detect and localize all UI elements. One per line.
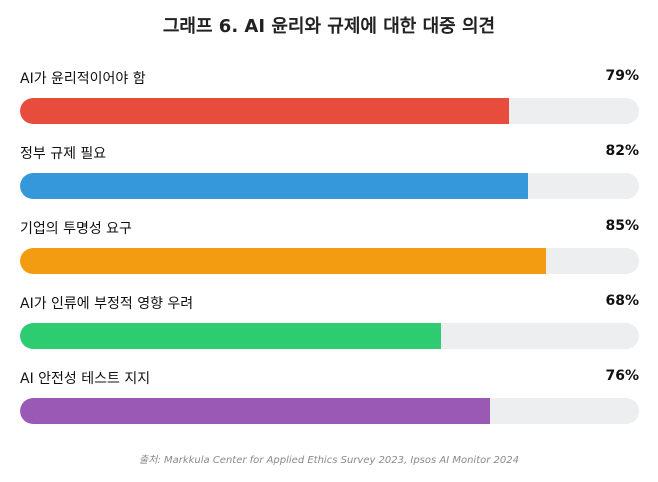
category-label: AI 안전성 테스트 지지 [20, 371, 151, 387]
chart-title: 그래프 6. AI 윤리와 규제에 대한 대중 의견 [162, 16, 496, 37]
category-label: AI가 윤리적이어야 함 [20, 71, 146, 87]
category-label: 정부 규제 필요 [20, 146, 107, 162]
bar-track [20, 323, 639, 349]
bar-row: 기업의 투명성 요구 85% [20, 218, 639, 293]
bar-row: AI가 윤리적이어야 함 79% [20, 68, 639, 143]
value-label: 79% [605, 68, 639, 84]
bar-row: AI 안전성 테스트 지지 76% [20, 368, 639, 443]
category-label: 기업의 투명성 요구 [20, 221, 132, 237]
bar-track [20, 98, 639, 124]
bar [20, 173, 528, 199]
bar [20, 398, 490, 424]
value-label: 82% [605, 143, 639, 159]
value-label: 85% [605, 218, 639, 234]
bar [20, 248, 546, 274]
source-note: 출처: Markkula Center for Applied Ethics S… [139, 455, 519, 466]
category-label: AI가 인류에 부정적 영향 우려 [20, 296, 194, 312]
bar [20, 323, 441, 349]
bar-track [20, 248, 639, 274]
bar [20, 98, 509, 124]
bar-row: AI가 인류에 부정적 영향 우려 68% [20, 293, 639, 368]
value-label: 68% [605, 293, 639, 309]
bar-rows: AI가 윤리적이어야 함 79% 정부 규제 필요 82% 기업의 투명성 요구 85% A… [20, 68, 639, 443]
bar-row: 정부 규제 필요 82% [20, 143, 639, 218]
bar-track [20, 173, 639, 199]
value-label: 76% [605, 368, 639, 384]
bar-track [20, 398, 639, 424]
